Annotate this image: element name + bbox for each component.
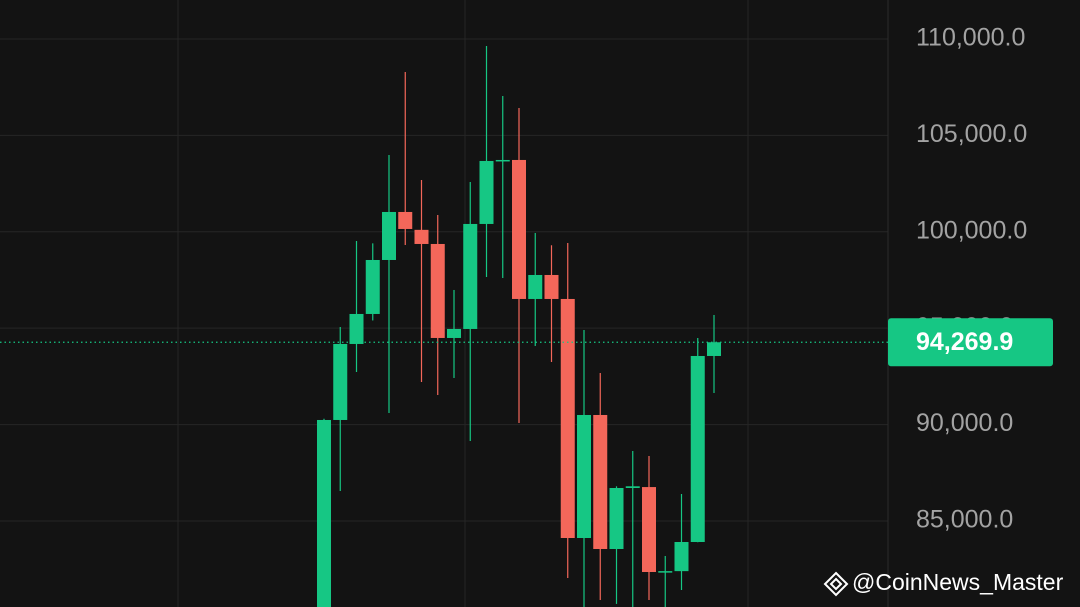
candle-body [658, 571, 673, 573]
current-price: 94,269.9 [0, 318, 1053, 367]
candle-body [577, 414, 591, 539]
candle-body [495, 159, 510, 162]
candle-body [349, 313, 364, 344]
candles [317, 45, 721, 607]
candle-body [398, 211, 413, 229]
candle-body [707, 342, 721, 356]
watermark: @CoinNews_Master [852, 569, 1064, 595]
candle-body [365, 259, 380, 314]
candle-body [544, 274, 559, 299]
candle-body [333, 343, 348, 420]
candle-body [463, 223, 478, 329]
candle-body [690, 355, 705, 543]
candle-body [528, 274, 543, 299]
candle-body [593, 414, 608, 549]
y-tick-label: 85,000.0 [916, 506, 1013, 534]
current-price-tag [888, 318, 1053, 367]
candle-body [479, 160, 494, 224]
watermark-logo [823, 571, 849, 597]
candle-body [382, 211, 396, 260]
y-tick-label: 110,000.0 [916, 24, 1025, 52]
watermark-icon [823, 571, 849, 597]
current-price-label: 94,269.9 [916, 328, 1013, 356]
candle-body [414, 229, 429, 244]
y-axis: 85,000.090,000.095,000.0100,000.0105,000… [916, 24, 1027, 534]
candle-body [674, 542, 689, 572]
y-tick-label: 100,000.0 [916, 216, 1027, 244]
candle-body [642, 487, 656, 573]
candle-body [560, 298, 575, 539]
candle-body [625, 486, 640, 488]
candle-body [430, 243, 445, 338]
y-tick-label: 105,000.0 [916, 120, 1027, 148]
y-tick-label: 90,000.0 [916, 409, 1013, 437]
candle-body [609, 487, 624, 549]
candle-body [447, 328, 461, 338]
candle-body [512, 159, 526, 299]
candle-body [317, 419, 331, 607]
